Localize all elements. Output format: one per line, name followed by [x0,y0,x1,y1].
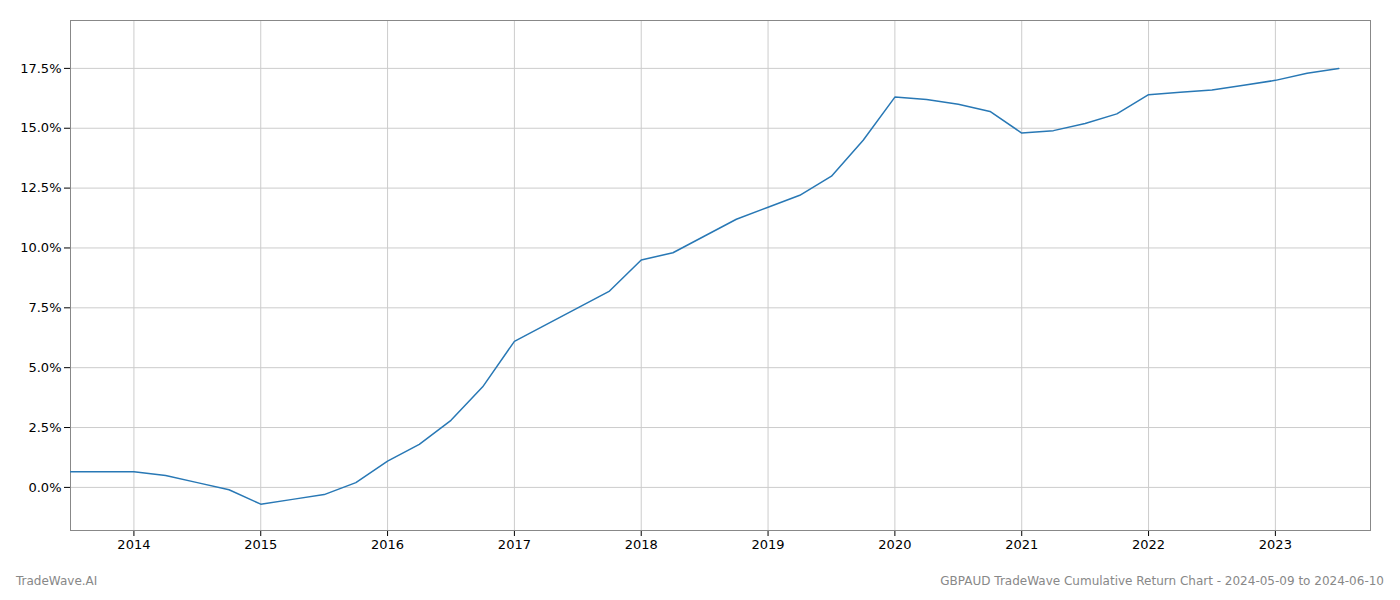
svg-text:2016: 2016 [371,537,404,552]
html-text:TradeWave.AI: TradeWave.AI [16,574,98,588]
svg-text:2018: 2018 [625,537,658,552]
svg-text:0.0%: 0.0% [28,480,61,495]
svg-text:2014: 2014 [117,537,150,552]
svg-text:10.0%: 10.0% [20,240,61,255]
svg-text:2020: 2020 [878,537,911,552]
svg-text:12.5%: 12.5% [20,180,61,195]
svg-text:2017: 2017 [498,537,531,552]
html-text:GBPAUD TradeWave Cumulative Re: GBPAUD TradeWave Cumulative Return Chart… [940,574,1384,588]
svg-text:7.5%: 7.5% [28,300,61,315]
svg-text:2.5%: 2.5% [28,420,61,435]
svg-text:15.0%: 15.0% [20,120,61,135]
svg-text:2023: 2023 [1259,537,1292,552]
svg-text:2021: 2021 [1005,537,1038,552]
svg-text:2022: 2022 [1132,537,1165,552]
svg-text:2015: 2015 [244,537,277,552]
svg-text:5.0%: 5.0% [28,360,61,375]
svg-text:2019: 2019 [752,537,785,552]
svg-text:17.5%: 17.5% [20,61,61,76]
